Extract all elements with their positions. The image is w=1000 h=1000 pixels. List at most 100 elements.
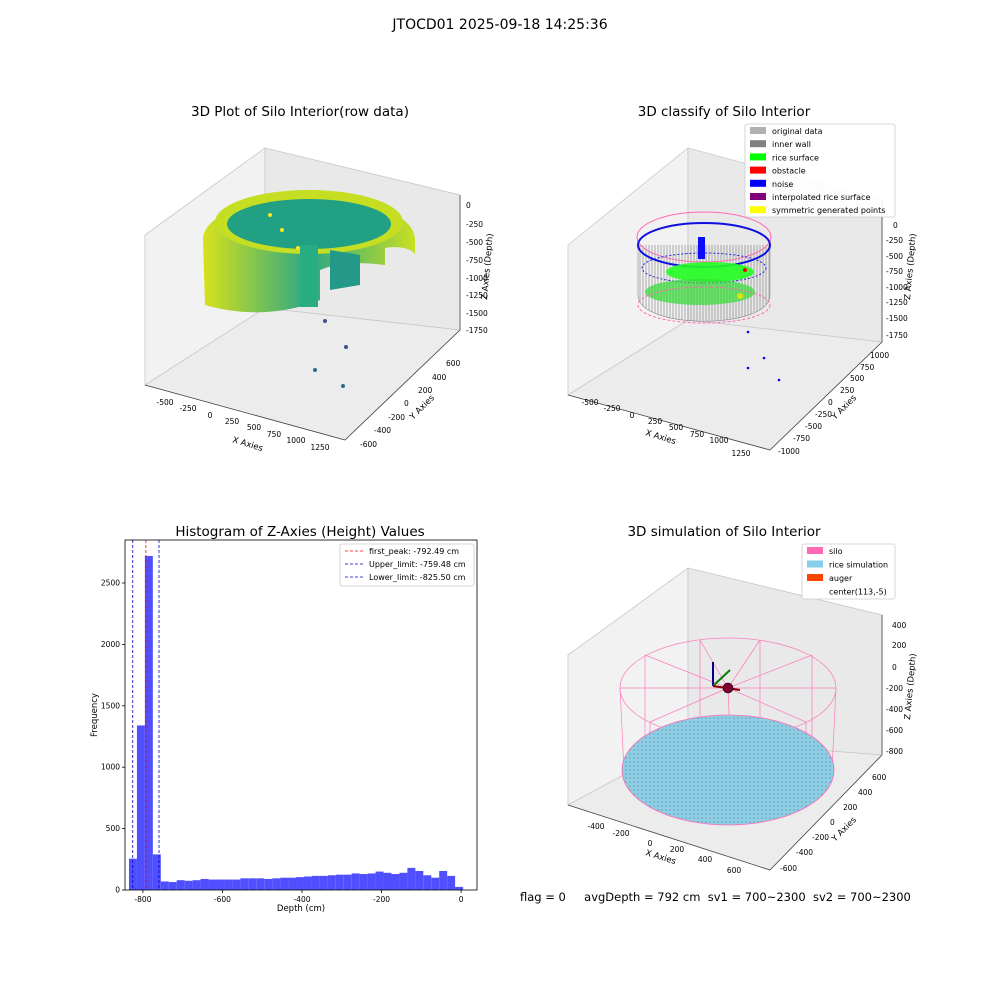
histogram-bars <box>128 555 464 890</box>
raw-z-tick: -500 <box>466 238 483 247</box>
simulation-z-tick: -600 <box>886 726 903 735</box>
classify-legend-swatch <box>750 166 766 174</box>
histogram-bar <box>455 886 464 890</box>
raw-z-tick: -1250 <box>466 291 488 300</box>
histogram-legend-label: Lower_limit: -825.50 cm <box>369 573 466 582</box>
histogram-bar <box>128 858 137 890</box>
simulation-y-tick: -200 <box>812 833 829 842</box>
histogram-x-tick-label: -800 <box>134 895 151 904</box>
classify-y-tick: 0 <box>828 398 833 407</box>
classify-legend-swatch <box>750 179 766 187</box>
classify-z-tick: -500 <box>886 252 903 261</box>
raw-wall-cloud <box>203 190 415 388</box>
raw-x-label: X Axies <box>231 435 264 454</box>
classify-z-tick: -750 <box>886 267 903 276</box>
simulation-x-tick: 200 <box>670 845 685 854</box>
histogram-bar <box>184 880 193 890</box>
histogram-bar <box>335 874 344 890</box>
simulation-legend: silo rice simulation auger center(113,-5) <box>801 543 896 600</box>
histogram-y-tick-label: 0 <box>115 886 120 895</box>
histogram-bar <box>144 555 153 890</box>
histogram-bar <box>216 879 225 890</box>
footer-sv1: sv1 = 700~2300 <box>707 890 806 904</box>
histogram-bar <box>439 870 448 890</box>
histogram-title: Histogram of Z-Axies (Height) Values <box>175 524 425 540</box>
raw-tick-labels: -500 -250 0 250 500 750 1000 1250 600 40… <box>156 201 488 452</box>
simulation-x-tick: -400 <box>587 822 604 831</box>
histogram-bar <box>136 725 145 890</box>
histogram-legend-label: first_peak: -792.49 cm <box>369 547 459 556</box>
classify-x-tick: -500 <box>581 398 598 407</box>
simulation-legend-label: silo <box>829 547 843 556</box>
histogram-legend-label: Upper_limit: -759.48 cm <box>369 560 466 569</box>
classify-y-tick: 750 <box>860 363 875 372</box>
classify-legend-label: interpolated rice surface <box>772 193 870 202</box>
simulation-tick-labels: -400 -200 0 200 400 600 600 400 200 0 -2… <box>587 621 906 875</box>
classify-y-tick: 250 <box>840 386 855 395</box>
raw-x-tick: 0 <box>208 411 213 420</box>
simulation-z-tick: -200 <box>886 684 903 693</box>
status-footer: flag = 0 avgDepth = 792 cm sv1 = 700~230… <box>520 890 911 904</box>
classify-z-tick: -1250 <box>886 298 908 307</box>
classify-x-tick: 1000 <box>709 436 728 445</box>
raw-z-tick: -750 <box>466 256 483 265</box>
raw-z-tick: 0 <box>466 201 471 210</box>
simulation-x-tick: 0 <box>648 839 653 848</box>
raw-x-tick: 250 <box>225 417 240 426</box>
histogram-bar <box>200 878 209 890</box>
raw-z-tick: -1750 <box>466 326 488 335</box>
classify-x-tick: 0 <box>630 411 635 420</box>
histogram-y-ticks: 0 500 1000 1500 2000 2500 <box>101 578 125 895</box>
histogram-x-tick-label: -400 <box>293 895 310 904</box>
histogram-bar <box>256 878 265 890</box>
classify-legend-label: rice surface <box>772 153 819 162</box>
simulation-y-tick: 600 <box>872 773 887 782</box>
classify-legend-swatch <box>750 193 766 200</box>
classify-y-tick: -750 <box>793 434 810 443</box>
auger-marker <box>712 662 741 694</box>
classify-z-tick: -1500 <box>886 314 908 323</box>
raw-plot-title: 3D Plot of Silo Interior(row data) <box>191 104 409 120</box>
classify-x-tick: 1250 <box>731 449 750 458</box>
classify-z-tick: -1000 <box>886 283 908 292</box>
histogram-bar <box>383 872 392 890</box>
simulation-legend-label: center(113,-5) <box>829 588 887 597</box>
classify-x-tick: 750 <box>690 430 705 439</box>
raw-z-tick: -1500 <box>466 309 488 318</box>
histogram-bar <box>375 871 384 890</box>
histogram-bar <box>447 875 456 890</box>
raw-z-tick: -1000 <box>466 274 488 283</box>
histogram-bar <box>280 877 289 890</box>
classify-x-tick: 250 <box>648 417 663 426</box>
simulation-z-tick: 200 <box>892 641 907 650</box>
classify-y-tick: -500 <box>805 422 822 431</box>
classify-legend-label: inner wall <box>772 140 811 149</box>
histogram-bar <box>152 854 161 890</box>
raw-y-tick: -200 <box>388 413 405 422</box>
classify-y-tick: 1000 <box>870 351 889 360</box>
classify-z-tick: -1750 <box>886 331 908 340</box>
panel-simulation: -400 -200 0 200 400 600 600 400 200 0 -2… <box>566 543 919 875</box>
classify-cloud <box>636 211 781 382</box>
raw-x-tick: -500 <box>156 398 173 407</box>
histogram-x-tick-label: -200 <box>373 895 390 904</box>
classify-y-tick: 500 <box>850 374 865 383</box>
histogram-bar <box>240 878 249 890</box>
histogram-y-tick-label: 1500 <box>101 701 120 710</box>
histogram-bar <box>391 874 400 890</box>
classify-legend: original data inner wall rice surface obsta… <box>744 123 896 218</box>
simulation-legend-swatch <box>807 547 823 554</box>
classify-legend-label: original data <box>772 127 823 136</box>
simulation-legend-label: auger <box>829 574 853 583</box>
simulation-y-tick: -600 <box>780 864 797 873</box>
raw-x-tick: 1250 <box>310 443 329 452</box>
classify-x-tick: 500 <box>669 423 684 432</box>
raw-y-label: Y Axies <box>407 393 437 423</box>
histogram-bar <box>303 876 312 890</box>
histogram-bar <box>423 875 432 890</box>
histogram-bar <box>288 877 297 890</box>
simulation-z-tick: -800 <box>886 747 903 756</box>
panel-raw-data: -500 -250 0 250 500 750 1000 1250 600 40… <box>144 147 496 454</box>
histogram-bar <box>176 880 185 890</box>
histogram-plot-frame <box>124 539 478 891</box>
